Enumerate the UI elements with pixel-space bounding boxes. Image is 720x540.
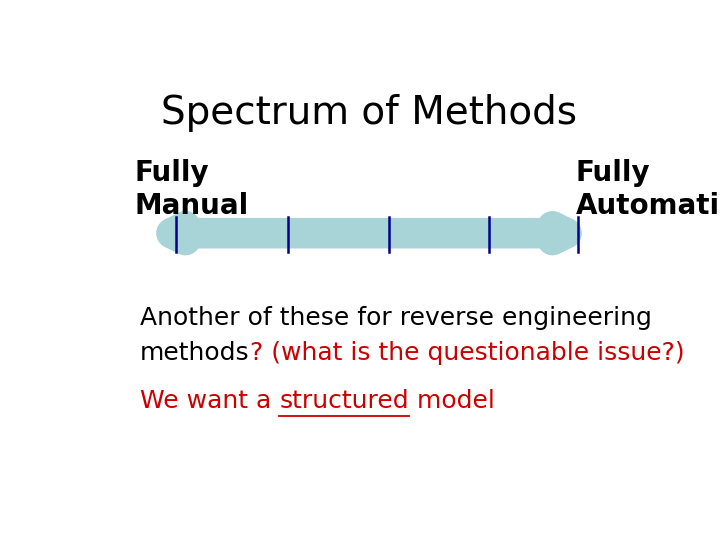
Text: ? (what is the questionable issue?): ? (what is the questionable issue?) [250, 341, 685, 365]
Text: Spectrum of Methods: Spectrum of Methods [161, 94, 577, 132]
Text: model: model [409, 389, 495, 413]
Text: methods: methods [140, 341, 250, 365]
Text: Another of these for reverse engineering: Another of these for reverse engineering [140, 306, 652, 330]
Text: structured: structured [279, 389, 409, 413]
Text: Fully
Automatic: Fully Automatic [575, 159, 720, 220]
Text: We want a: We want a [140, 389, 279, 413]
Text: Fully
Manual: Fully Manual [135, 159, 249, 220]
FancyArrowPatch shape [171, 226, 567, 240]
